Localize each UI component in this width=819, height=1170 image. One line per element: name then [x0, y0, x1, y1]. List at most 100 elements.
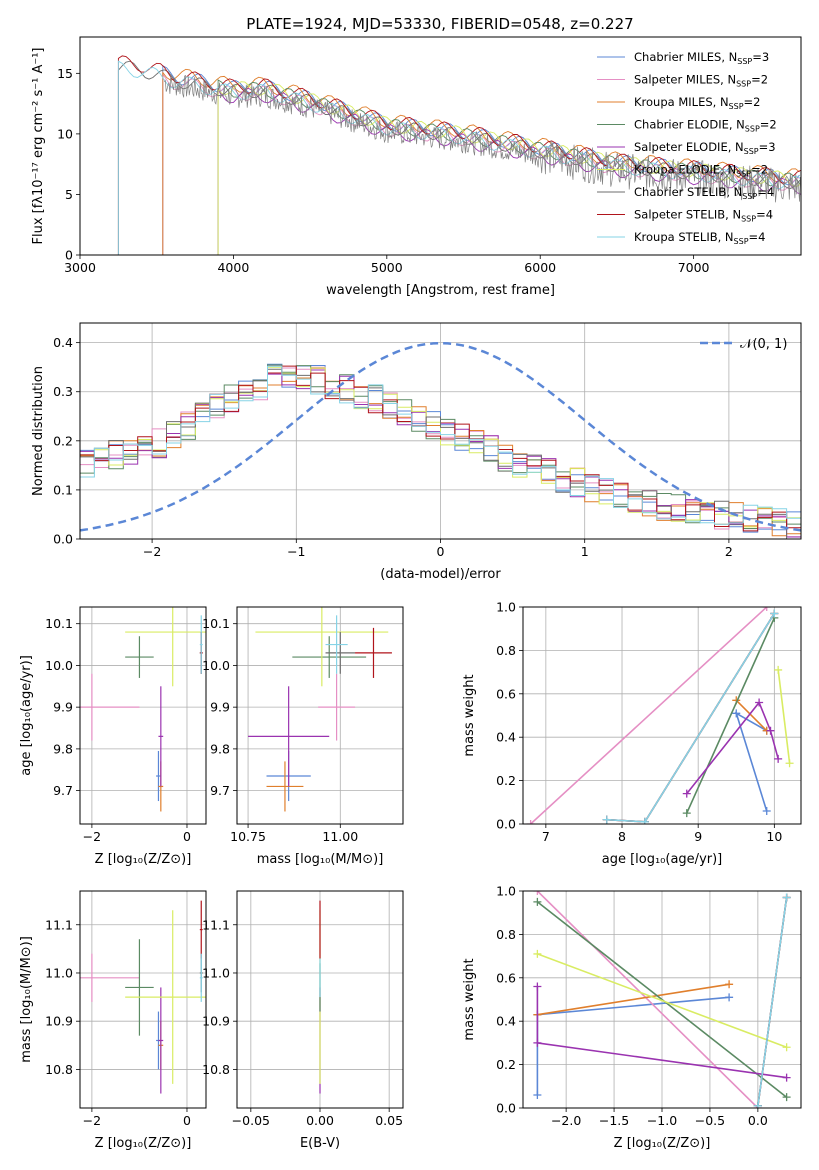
y-tick-label: 10.1 — [45, 616, 73, 631]
weight-line — [777, 669, 791, 764]
legend-entry-label: Kroupa ELODIE, NSSP=2 — [634, 163, 768, 179]
weight-marker — [782, 893, 791, 902]
weight-line — [606, 613, 775, 823]
spectrum-model-line — [117, 60, 801, 255]
x-tick-label: 10 — [766, 829, 782, 844]
y-tick-label: 0.3 — [53, 384, 73, 399]
y-tick-label: 10.8 — [45, 1062, 73, 1077]
weight-line — [686, 617, 776, 814]
histogram-step-line — [80, 365, 801, 525]
weight-marker — [533, 891, 542, 895]
weight-marker — [762, 806, 771, 815]
x-tick-label: −0.5 — [695, 1113, 725, 1128]
y-tick-label: 5 — [65, 187, 73, 202]
plot-area — [80, 900, 206, 1094]
y-tick-label: 0.4 — [496, 730, 516, 745]
x-tick-label: 4000 — [217, 260, 249, 275]
panel-weight_vs_Z: −2.0 −1.5 −1.0 −0.5 0.0 0.0 0.2 0.4 0.6 0.8 1.0 Z [… — [462, 884, 802, 1151]
weight-marker — [732, 709, 741, 718]
y-tick-label: 11.1 — [202, 917, 230, 932]
y-tick-label: 1.0 — [496, 600, 516, 615]
weight-line — [537, 953, 787, 1048]
weight-marker — [682, 809, 691, 818]
legend-entry-label: Kroupa MILES, NSSP=2 — [634, 95, 760, 111]
axes-frame — [79, 322, 802, 540]
plot-area — [80, 607, 206, 812]
y-tick-label: 10.1 — [202, 616, 230, 631]
weight-marker — [533, 1090, 542, 1099]
x-tick-label: 2 — [725, 544, 733, 559]
weight-marker — [755, 698, 764, 707]
x-tick-label: 11.00 — [322, 829, 358, 844]
y-tick-label: 9.8 — [210, 741, 230, 756]
y-tick-label: 1.0 — [496, 884, 516, 899]
x-tick-label: 0.00 — [306, 1113, 334, 1128]
weight-marker — [640, 817, 649, 824]
plot-area — [533, 891, 791, 1108]
x-axis-label: (data-model)/error — [380, 567, 501, 582]
axes-frame — [79, 890, 207, 1109]
y-tick-label: 0.8 — [496, 927, 516, 942]
y-tick-label: 0.6 — [496, 686, 516, 701]
x-tick-label: −1.5 — [599, 1113, 629, 1128]
x-axis-label: wavelength [Angstrom, rest frame] — [326, 283, 555, 298]
weight-marker — [682, 789, 691, 798]
weight-marker — [526, 820, 535, 824]
panel-mass_vs_ebv: −0.05 0.00 0.05 10.8 10.9 11.0 11.1 E(B-V) — [202, 890, 404, 1151]
x-tick-label: 6000 — [524, 260, 556, 275]
x-tick-label: 0.05 — [375, 1113, 403, 1128]
legend-entry-label: Salpeter ELODIE, NSSP=3 — [634, 140, 776, 156]
x-axis-label: Z [log₁₀(Z/Z⊙)] — [95, 1136, 192, 1151]
x-tick-label: 5000 — [371, 260, 403, 275]
y-tick-label: 0.6 — [496, 970, 516, 985]
plot-area — [526, 607, 794, 824]
y-tick-label: 11.0 — [202, 965, 230, 980]
y-tick-label: 9.9 — [210, 700, 230, 715]
weight-marker — [782, 1073, 791, 1082]
weight-line — [536, 891, 759, 1108]
x-tick-label: 9 — [694, 829, 702, 844]
x-tick-label: 7 — [542, 829, 550, 844]
legend-entry-label: Salpeter MILES, NSSP=2 — [634, 73, 768, 89]
panel-spectrum: 3000 4000 5000 6000 7000 0 5 10 15 wavelength [An… — [31, 36, 802, 298]
y-axis-label: Flux [fλ10⁻¹⁷ erg cm⁻² s⁻¹ A⁻¹] — [31, 48, 46, 245]
axes-frame — [79, 36, 802, 256]
y-tick-label: 10.9 — [45, 1014, 73, 1029]
x-tick-label: −1.0 — [647, 1113, 677, 1128]
weight-marker — [785, 759, 794, 768]
histogram-step-line — [80, 365, 801, 532]
weight-marker — [533, 982, 542, 991]
panel-weight_vs_age: 7 8 9 10 0.0 0.2 0.4 0.6 0.8 1.0 age [log₁₀(age/yr… — [462, 600, 802, 867]
x-tick-label: 7000 — [678, 260, 710, 275]
legend-entry-label: Kroupa STELIB, NSSP=4 — [634, 230, 765, 246]
weight-marker — [753, 1101, 762, 1108]
weight-marker — [725, 980, 734, 989]
y-tick-label: 0.4 — [496, 1014, 516, 1029]
y-tick-label: 0.0 — [496, 817, 516, 832]
x-tick-label: −2 — [83, 1113, 101, 1128]
plot-area — [117, 55, 801, 255]
weight-marker — [533, 1038, 542, 1047]
x-tick-label: −2 — [143, 544, 161, 559]
y-tick-label: 0.8 — [496, 643, 516, 658]
x-tick-label: 1 — [581, 544, 589, 559]
spectrum-model-line — [117, 55, 801, 255]
x-axis-label: age [log₁₀(age/yr)] — [602, 852, 723, 867]
legend-entry-label: Chabrier MILES, NSSP=3 — [634, 50, 769, 66]
y-tick-label: 0 — [65, 248, 73, 263]
weight-marker — [782, 1093, 791, 1102]
weight-marker — [762, 607, 771, 611]
x-tick-label: −2.0 — [551, 1113, 581, 1128]
spectrum-model-line — [162, 68, 800, 255]
weight-marker — [533, 897, 542, 906]
weight-marker — [770, 609, 779, 618]
weight-line — [686, 700, 779, 795]
figure-title: PLATE=1924, MJD=53330, FIBERID=0548, z=0… — [246, 15, 633, 33]
y-tick-label: 0.2 — [496, 1057, 516, 1072]
y-axis-label: mass weight — [462, 958, 477, 1040]
weight-line — [606, 613, 775, 823]
x-tick-label: 0 — [183, 829, 191, 844]
weight-marker — [782, 1043, 791, 1052]
axes-frame — [236, 890, 404, 1109]
